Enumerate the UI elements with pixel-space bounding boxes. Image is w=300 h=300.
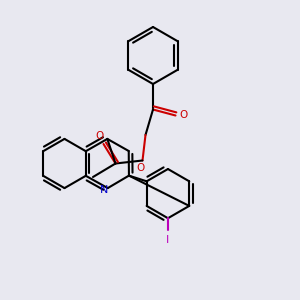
Text: O: O (95, 131, 103, 141)
Text: N: N (100, 185, 108, 196)
Text: I: I (166, 235, 170, 245)
Text: O: O (136, 163, 144, 173)
Text: O: O (179, 110, 187, 121)
